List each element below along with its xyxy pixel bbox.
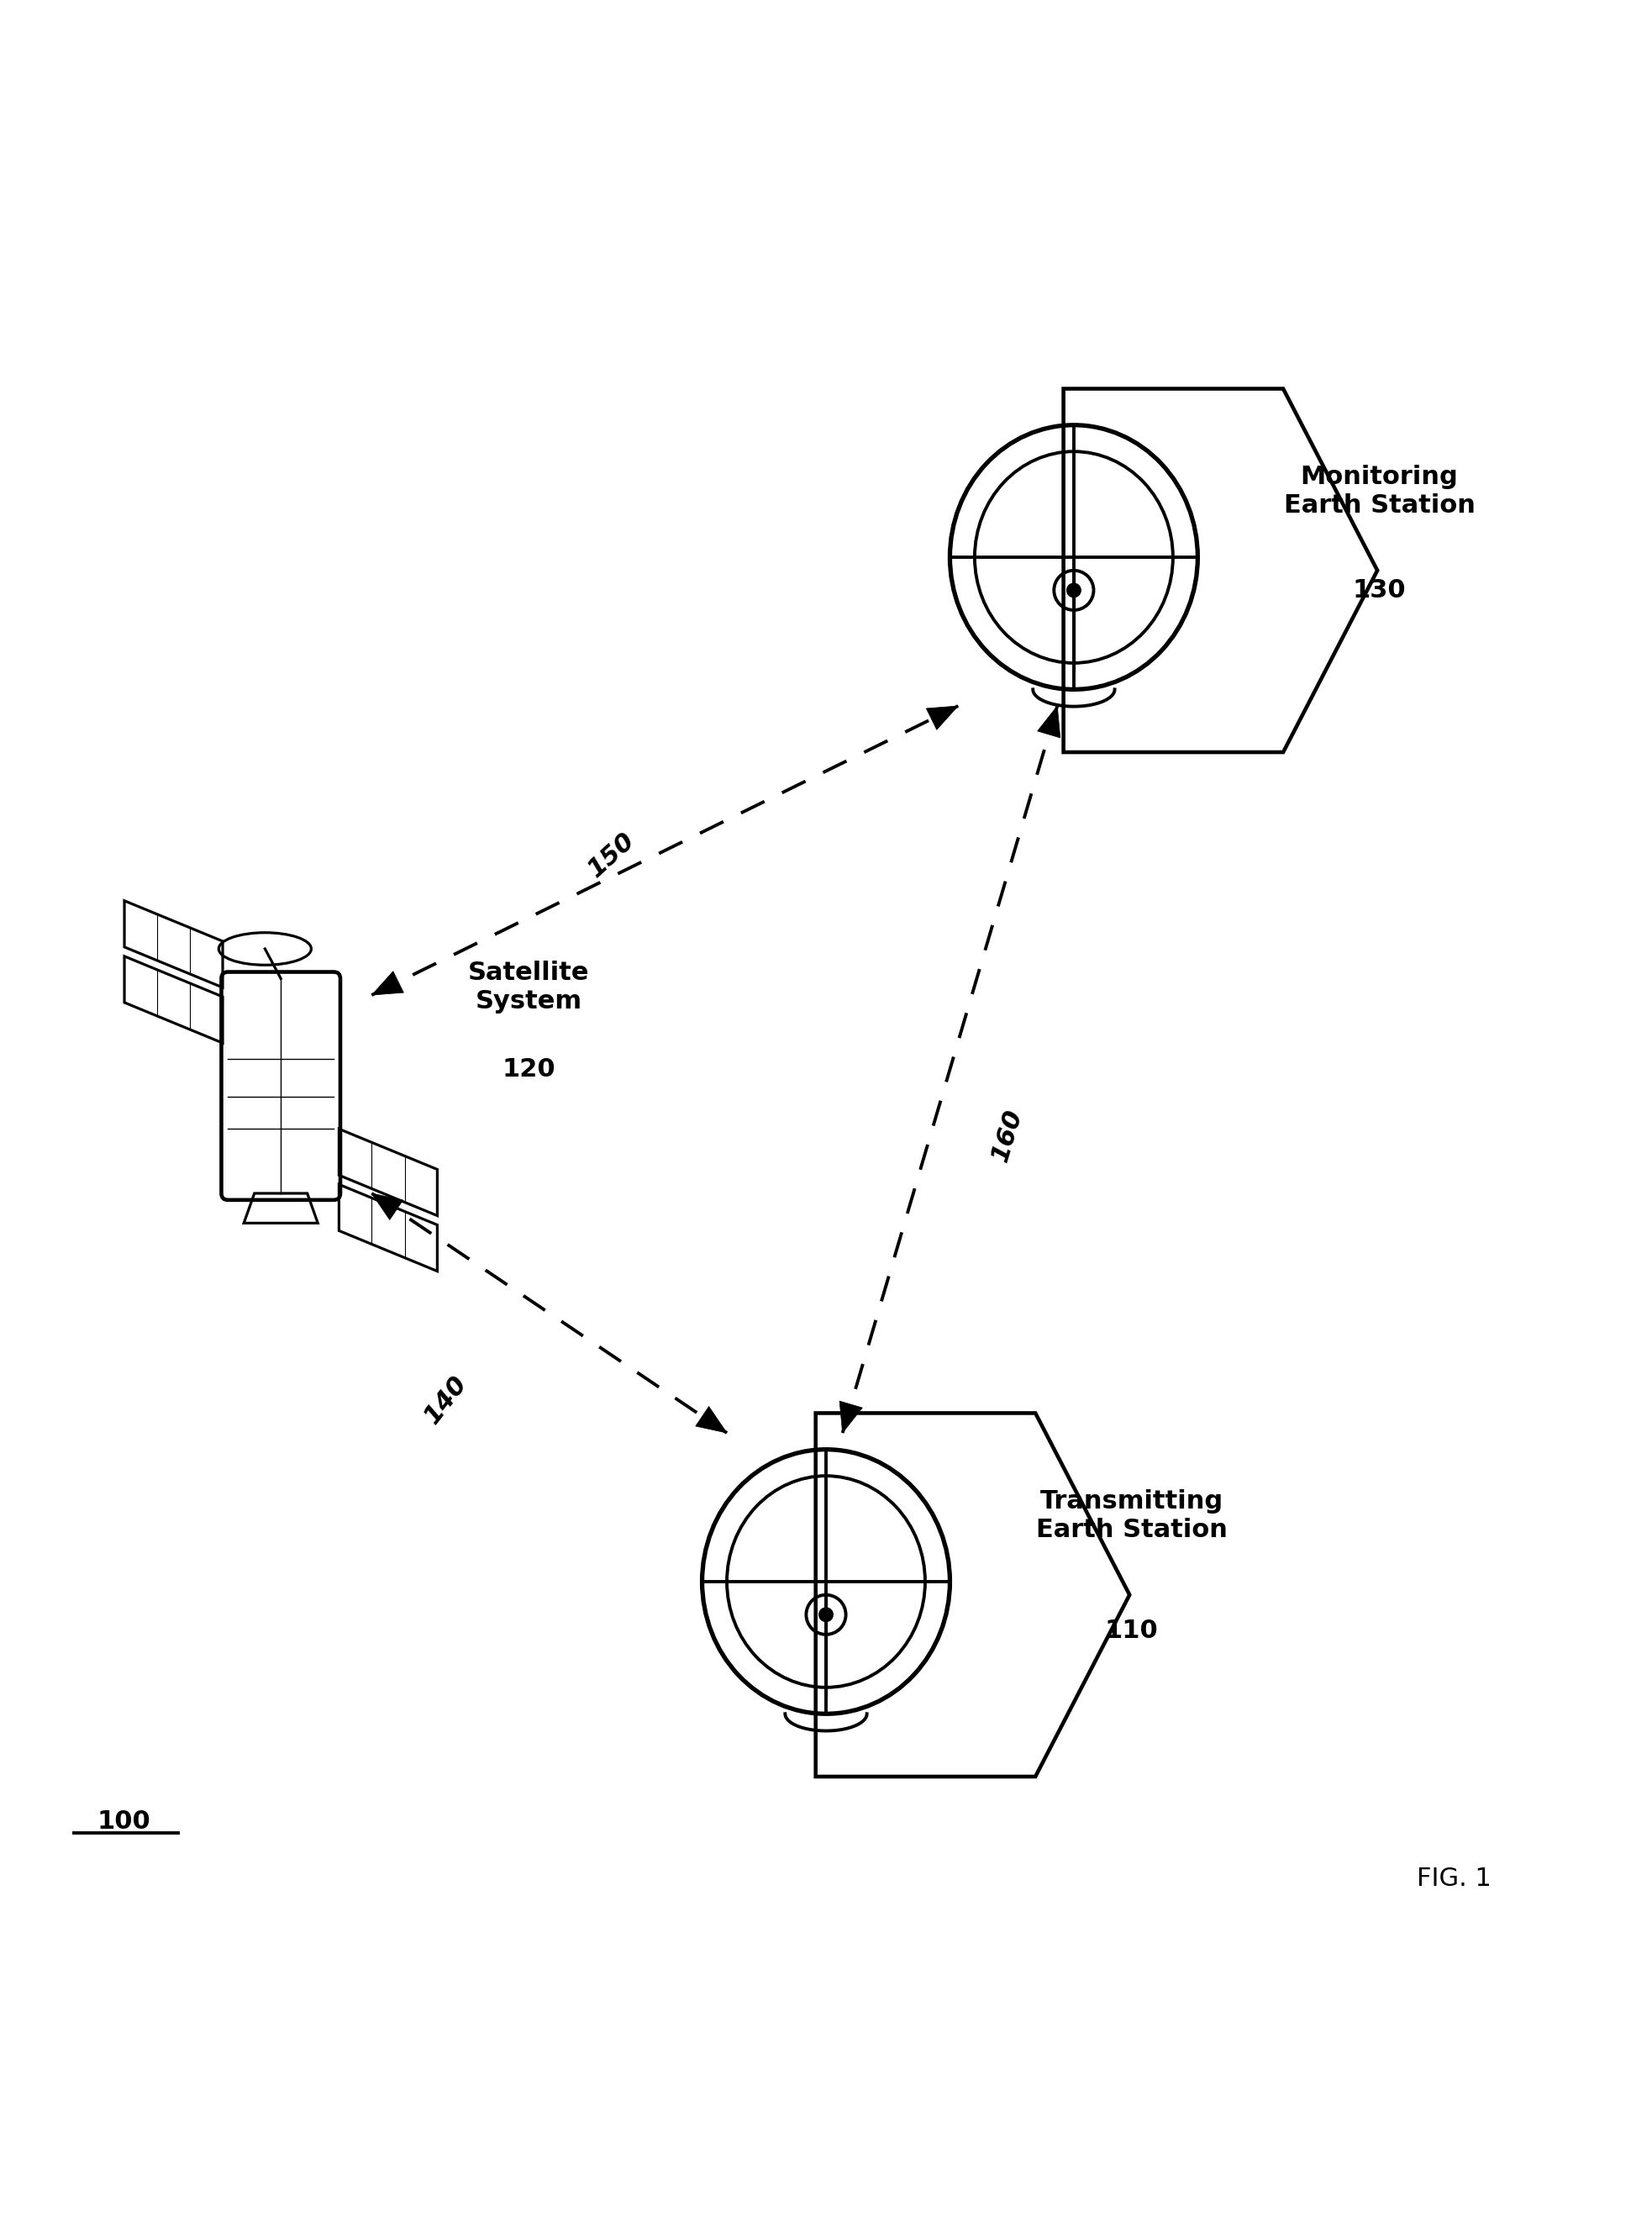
Circle shape: [1067, 584, 1080, 598]
Text: Satellite
System: Satellite System: [468, 960, 590, 1014]
Polygon shape: [695, 1405, 727, 1432]
Text: 120: 120: [502, 1056, 555, 1081]
Polygon shape: [839, 1401, 862, 1432]
Polygon shape: [927, 705, 958, 730]
Text: 100: 100: [97, 1808, 150, 1833]
Text: 130: 130: [1353, 577, 1406, 602]
Text: 150: 150: [583, 828, 639, 882]
Text: 110: 110: [1105, 1618, 1158, 1643]
Text: FIG. 1: FIG. 1: [1416, 1866, 1492, 1891]
Polygon shape: [372, 1193, 403, 1220]
Circle shape: [819, 1607, 833, 1623]
Text: Transmitting
Earth Station: Transmitting Earth Station: [1036, 1488, 1227, 1542]
Text: 160: 160: [988, 1106, 1028, 1164]
Polygon shape: [372, 971, 403, 996]
Text: 140: 140: [420, 1372, 472, 1428]
Text: Monitoring
Earth Station: Monitoring Earth Station: [1284, 466, 1475, 517]
Polygon shape: [1037, 705, 1061, 739]
